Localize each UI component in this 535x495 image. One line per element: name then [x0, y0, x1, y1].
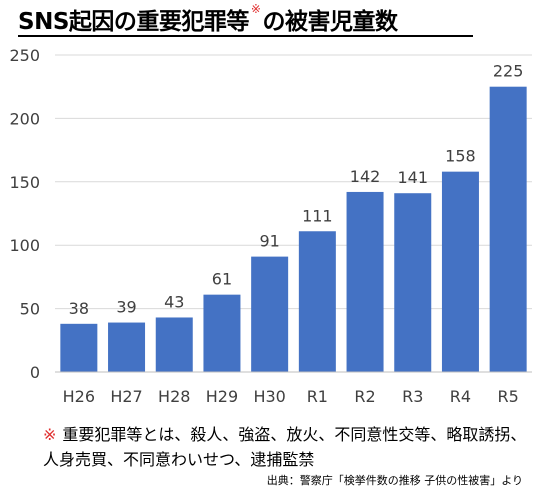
bar [394, 193, 432, 372]
bar [489, 86, 527, 372]
bar [203, 294, 241, 372]
bar [60, 323, 98, 372]
footnote-text: 重要犯罪等とは、殺人、強盗、放火、不同意性交等、略取誘拐、人身売買、不同意わいせ… [43, 425, 527, 469]
x-tick-label: H28 [158, 387, 190, 406]
x-tick-label: R2 [354, 387, 375, 406]
y-tick-label: 250 [9, 46, 40, 65]
data-label: 111 [302, 206, 333, 225]
footnote: ※ 重要犯罪等とは、殺人、強盗、放火、不同意性交等、略取誘拐、人身売買、不同意わい… [43, 422, 533, 472]
data-label: 61 [212, 270, 232, 289]
data-label: 225 [493, 62, 524, 81]
title-underline [18, 35, 473, 37]
data-label: 91 [259, 232, 279, 251]
bar [441, 171, 479, 372]
y-tick-label: 0 [30, 363, 40, 382]
y-tick-label: 50 [20, 300, 40, 319]
data-label: 39 [116, 298, 136, 317]
data-label: 158 [445, 147, 476, 166]
footnote-mark: ※ [43, 425, 57, 444]
x-tick-label: R5 [498, 387, 519, 406]
title-main: SNS起因の重要犯罪等 [18, 9, 249, 35]
y-tick-label: 200 [9, 109, 40, 128]
bar [108, 322, 146, 372]
title-suffix: の被害児童数 [262, 9, 398, 35]
bar [298, 231, 336, 372]
x-tick-label: R4 [450, 387, 471, 406]
x-tick-label: H30 [253, 387, 285, 406]
bar [346, 191, 384, 372]
x-tick-label: H26 [63, 387, 95, 406]
y-tick-label: 100 [9, 236, 40, 255]
source-citation: 出典：警察庁「検挙件数の推移 子供の性被害」より [266, 474, 523, 487]
bar [155, 317, 193, 372]
data-label: 43 [164, 292, 184, 311]
bar-chart: 0 50 100 150 200 250 38 H26 39 H27 43 H28 61 H29 91 H30… [9, 46, 532, 406]
x-tick-label: H27 [110, 387, 142, 406]
bar [251, 256, 289, 372]
y-tick-label: 150 [9, 173, 40, 192]
x-tick-label: R3 [402, 387, 423, 406]
data-label: 142 [350, 167, 381, 186]
x-tick-label: R1 [307, 387, 328, 406]
x-tick-label: H29 [206, 387, 238, 406]
title-asterisk: ※ [250, 2, 261, 16]
data-label: 38 [69, 299, 89, 318]
data-label: 141 [397, 168, 428, 187]
chart-title: SNS起因の重要犯罪等 ※の被害児童数 [18, 2, 398, 35]
